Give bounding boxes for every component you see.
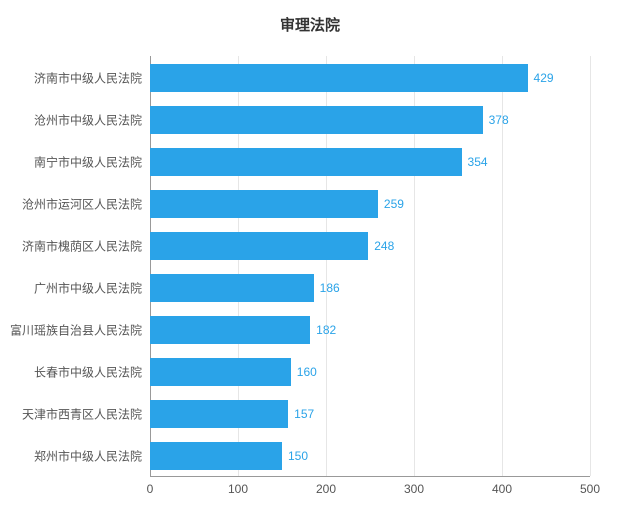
bar (150, 442, 282, 470)
y-category-label: 沧州市中级人民法院 (34, 112, 150, 129)
bar-value-label: 354 (468, 155, 488, 169)
bar (150, 232, 368, 260)
bar-value-label: 157 (294, 407, 314, 421)
bar (150, 64, 528, 92)
y-category-label: 长春市中级人民法院 (34, 364, 150, 381)
bar-value-label: 248 (374, 239, 394, 253)
x-tick-label: 500 (580, 476, 600, 496)
chart-title: 审理法院 (0, 0, 620, 35)
bar-value-label: 259 (384, 197, 404, 211)
y-category-label: 富川瑶族自治县人民法院 (10, 322, 150, 339)
bar-value-label: 182 (316, 323, 336, 337)
x-axis-line (150, 476, 590, 477)
bar-value-label: 150 (288, 449, 308, 463)
bar (150, 400, 288, 428)
bar-value-label: 160 (297, 365, 317, 379)
plot-area: 0100200300400500济南市中级人民法院429沧州市中级人民法院378… (150, 56, 590, 476)
x-tick-label: 400 (492, 476, 512, 496)
y-category-label: 天津市西青区人民法院 (22, 406, 150, 423)
y-category-label: 广州市中级人民法院 (34, 280, 150, 297)
y-category-label: 济南市中级人民法院 (34, 70, 150, 87)
bar-value-label: 186 (320, 281, 340, 295)
y-category-label: 郑州市中级人民法院 (34, 448, 150, 465)
y-category-label: 沧州市运河区人民法院 (22, 196, 150, 213)
bar (150, 274, 314, 302)
bar (150, 316, 310, 344)
x-tick-label: 300 (404, 476, 424, 496)
bar (150, 106, 483, 134)
y-category-label: 济南市槐荫区人民法院 (22, 238, 150, 255)
bar-value-label: 378 (489, 113, 509, 127)
bar (150, 358, 291, 386)
bar-value-label: 429 (534, 71, 554, 85)
grid-line (590, 56, 591, 476)
x-tick-label: 200 (316, 476, 336, 496)
bar (150, 148, 462, 176)
chart-container: 审理法院 0100200300400500济南市中级人民法院429沧州市中级人民… (0, 0, 620, 516)
bar (150, 190, 378, 218)
x-tick-label: 100 (228, 476, 248, 496)
x-tick-label: 0 (147, 476, 154, 496)
y-category-label: 南宁市中级人民法院 (34, 154, 150, 171)
